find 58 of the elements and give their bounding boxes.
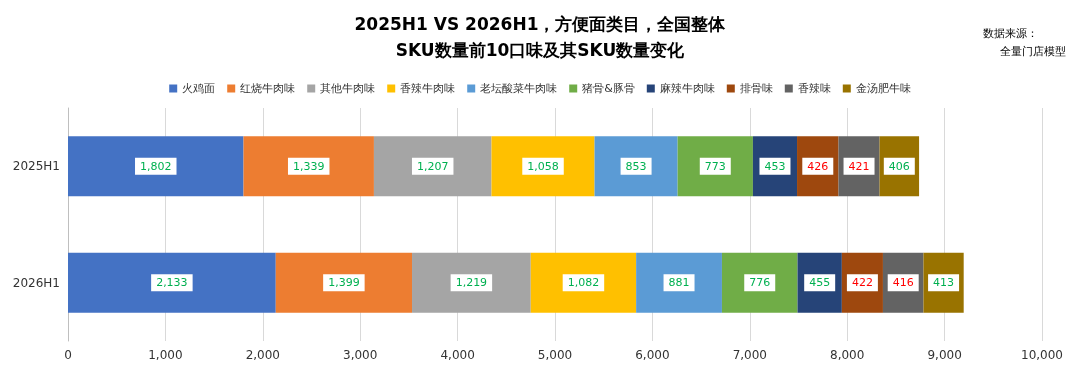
data-label: 1,399	[328, 276, 360, 290]
legend-label: 香辣味	[797, 82, 831, 95]
x-tick-label: 2,000	[245, 348, 280, 362]
bar	[677, 136, 753, 197]
data-label: 853	[625, 159, 647, 173]
data-label: 1,082	[567, 276, 600, 290]
bar	[68, 252, 276, 313]
legend-label: 猪骨&豚骨	[582, 82, 635, 95]
data-label: 773	[704, 159, 726, 173]
data-label: 416	[892, 276, 914, 290]
data-label: 413	[933, 276, 955, 290]
legend-label: 其他牛肉味	[320, 82, 376, 95]
data-label: 406	[888, 159, 910, 173]
bar	[68, 136, 244, 197]
legend-label: 金汤肥牛味	[855, 82, 911, 95]
bar	[491, 136, 595, 197]
data-label: 1,219	[455, 276, 488, 290]
x-tick-label: 10,000	[1021, 348, 1063, 362]
data-label: 1,207	[416, 159, 449, 173]
bar	[636, 252, 722, 313]
data-label: 2,133	[156, 276, 188, 290]
y-tick-label: 2025H1	[12, 159, 60, 174]
x-tick-label: 4,000	[440, 348, 475, 362]
data-label: 426	[807, 159, 829, 173]
legend-label: 火鸡面	[182, 82, 216, 95]
x-tick-label: 6,000	[635, 348, 670, 362]
data-label: 455	[809, 276, 831, 290]
x-tick-label: 0	[64, 348, 72, 362]
legend-label: 香辣牛肉味	[400, 82, 456, 95]
data-label: 881	[668, 276, 690, 290]
chart-title: 2025H1 VS 2026H1，方便面类目，全国整体 SKU数量前10口味及其SKU数量变化	[354, 14, 727, 60]
bar	[721, 252, 798, 313]
bar	[275, 252, 413, 313]
y-tick-label: 2026H1	[12, 275, 60, 290]
data-label: 776	[749, 276, 771, 290]
bar	[243, 136, 374, 197]
legend-label: 老坛酸菜牛肉味	[480, 82, 558, 95]
bar	[373, 136, 492, 197]
source-note: 数据来源：	[983, 27, 1038, 40]
x-tick-label: 9,000	[927, 348, 962, 362]
bar	[530, 252, 637, 313]
legend-label: 红烧牛肉味	[240, 82, 296, 95]
x-tick-label: 8,000	[830, 348, 865, 362]
data-label: 421	[848, 159, 870, 173]
data-label: 1,058	[527, 159, 559, 173]
legend-label: 排骨味	[739, 82, 773, 95]
x-tick-label: 3,000	[343, 348, 378, 362]
data-label: 1,339	[292, 159, 325, 173]
text: 全量门店模型	[1000, 45, 1066, 58]
bar	[412, 252, 531, 313]
legend-label: 麻辣牛肉味	[659, 82, 715, 95]
x-tick-label: 7,000	[732, 348, 767, 362]
x-tick-label: 5,000	[537, 348, 573, 362]
data-label: 453	[764, 159, 786, 173]
bar	[594, 136, 678, 197]
data-label: 422	[851, 276, 873, 290]
data-label: 1,802	[140, 159, 172, 173]
x-tick-label: 1,000	[148, 348, 183, 362]
